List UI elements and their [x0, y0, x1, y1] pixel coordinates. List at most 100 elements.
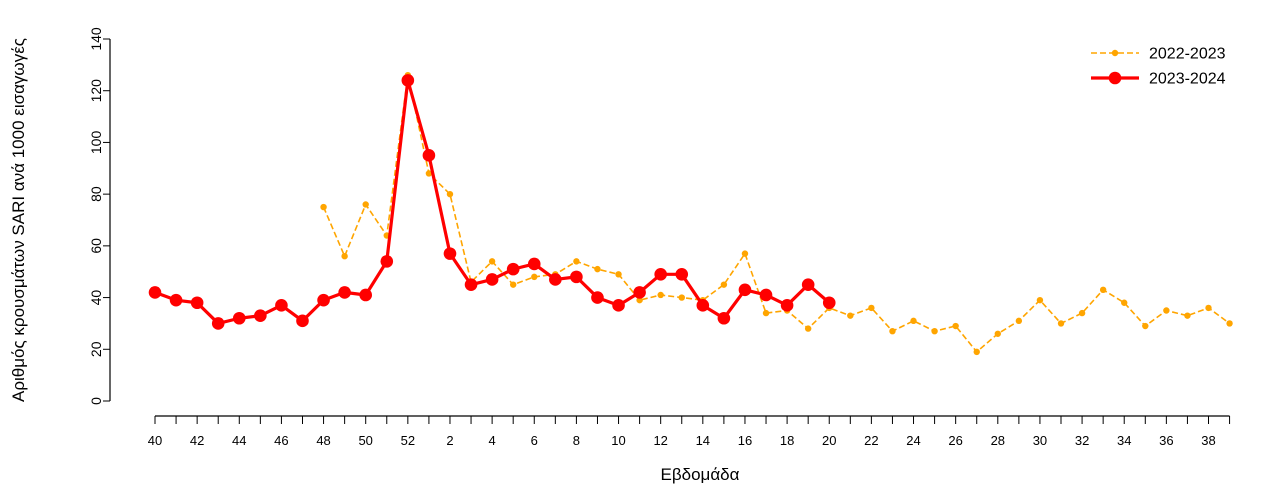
data-point	[549, 273, 562, 286]
data-point	[952, 322, 959, 330]
data-point	[211, 317, 225, 330]
y-axis-title: Αριθμός κρουσμάτων SARI ανά 1000 εισαγωγ…	[9, 38, 28, 402]
legend-label: 2023-2024	[1149, 71, 1226, 88]
data-point	[422, 149, 436, 162]
data-point	[446, 190, 454, 198]
x-tick-label: 28	[991, 433, 1005, 448]
x-tick-label: 4	[489, 433, 496, 448]
data-point	[657, 291, 664, 299]
data-point	[401, 74, 415, 87]
data-point	[847, 312, 854, 319]
data-point	[1205, 304, 1212, 312]
data-point	[973, 348, 980, 356]
x-tick-label: 36	[1159, 433, 1173, 448]
data-point	[570, 270, 583, 284]
data-point	[148, 286, 162, 299]
data-point	[1036, 296, 1044, 304]
x-tick-label: 52	[401, 433, 415, 448]
legend-marker	[1111, 49, 1119, 57]
data-point	[1121, 299, 1128, 306]
data-point	[464, 278, 478, 291]
data-point	[485, 273, 499, 286]
data-point	[1078, 309, 1086, 317]
legend-marker	[1108, 71, 1122, 85]
data-point	[380, 255, 394, 268]
data-point	[675, 268, 689, 281]
data-point	[320, 203, 327, 211]
series-line	[322, 74, 1231, 353]
data-point	[1099, 286, 1107, 294]
data-point	[317, 293, 330, 307]
x-tick-label: 26	[948, 433, 962, 448]
data-point	[506, 262, 520, 276]
data-point	[1163, 307, 1170, 314]
x-tick-label: 48	[316, 433, 330, 448]
x-tick-label: 14	[696, 433, 710, 448]
series-line	[154, 78, 831, 326]
x-tick-label: 38	[1201, 433, 1215, 448]
data-point	[762, 309, 770, 317]
data-point	[1184, 312, 1191, 319]
x-tick-label: 42	[190, 433, 204, 448]
data-point	[254, 309, 267, 322]
x-tick-label: 34	[1117, 433, 1131, 448]
y-tick-label: 80	[88, 186, 104, 202]
data-point	[738, 283, 752, 297]
data-point	[296, 314, 309, 328]
data-point	[425, 170, 433, 177]
data-point	[527, 257, 541, 271]
data-point	[509, 281, 517, 288]
x-tick-label: 50	[358, 433, 372, 448]
x-tick-label: 22	[864, 433, 878, 448]
data-point	[232, 311, 246, 325]
data-point	[362, 201, 369, 208]
x-tick-label: 8	[573, 433, 580, 448]
data-point	[801, 278, 815, 291]
x-tick-label: 44	[232, 433, 246, 448]
data-point	[531, 273, 538, 281]
data-point	[822, 296, 836, 310]
data-point	[910, 317, 917, 325]
data-point	[359, 288, 373, 302]
data-point	[338, 286, 351, 299]
data-point	[780, 299, 794, 312]
data-point	[1015, 317, 1023, 325]
data-point	[591, 291, 604, 304]
data-point	[678, 294, 685, 301]
data-point	[190, 296, 204, 310]
data-point	[994, 330, 1001, 337]
data-point	[741, 250, 749, 257]
x-tick-label: 16	[738, 433, 752, 448]
y-tick-label: 20	[88, 341, 104, 357]
x-tick-label: 24	[906, 433, 920, 448]
data-point	[169, 293, 183, 307]
data-point	[868, 304, 875, 312]
data-point	[1226, 320, 1233, 327]
legend-label: 2022-2023	[1149, 46, 1226, 63]
data-point	[633, 286, 646, 299]
series-layer	[148, 72, 1233, 356]
data-point	[720, 281, 728, 288]
x-tick-label: 10	[611, 433, 625, 448]
data-point	[594, 265, 601, 273]
legend: 2022-2023 2023-2024	[1091, 46, 1226, 88]
data-point	[275, 299, 288, 312]
x-tick-label: 30	[1033, 433, 1047, 448]
y-tick-label: 0	[88, 397, 104, 405]
data-point	[717, 311, 731, 325]
x-tick-label: 32	[1075, 433, 1089, 448]
data-point	[615, 271, 622, 278]
x-tick-label: 46	[274, 433, 288, 448]
data-point	[1057, 320, 1065, 327]
data-point	[804, 325, 812, 332]
y-tick-label: 60	[88, 238, 104, 254]
data-point	[654, 268, 667, 281]
x-tick-label: 2	[446, 433, 453, 448]
data-point	[1142, 322, 1149, 330]
data-point	[636, 296, 643, 304]
data-point	[889, 327, 896, 335]
y-tick-label: 40	[88, 290, 104, 306]
data-point	[443, 247, 457, 260]
